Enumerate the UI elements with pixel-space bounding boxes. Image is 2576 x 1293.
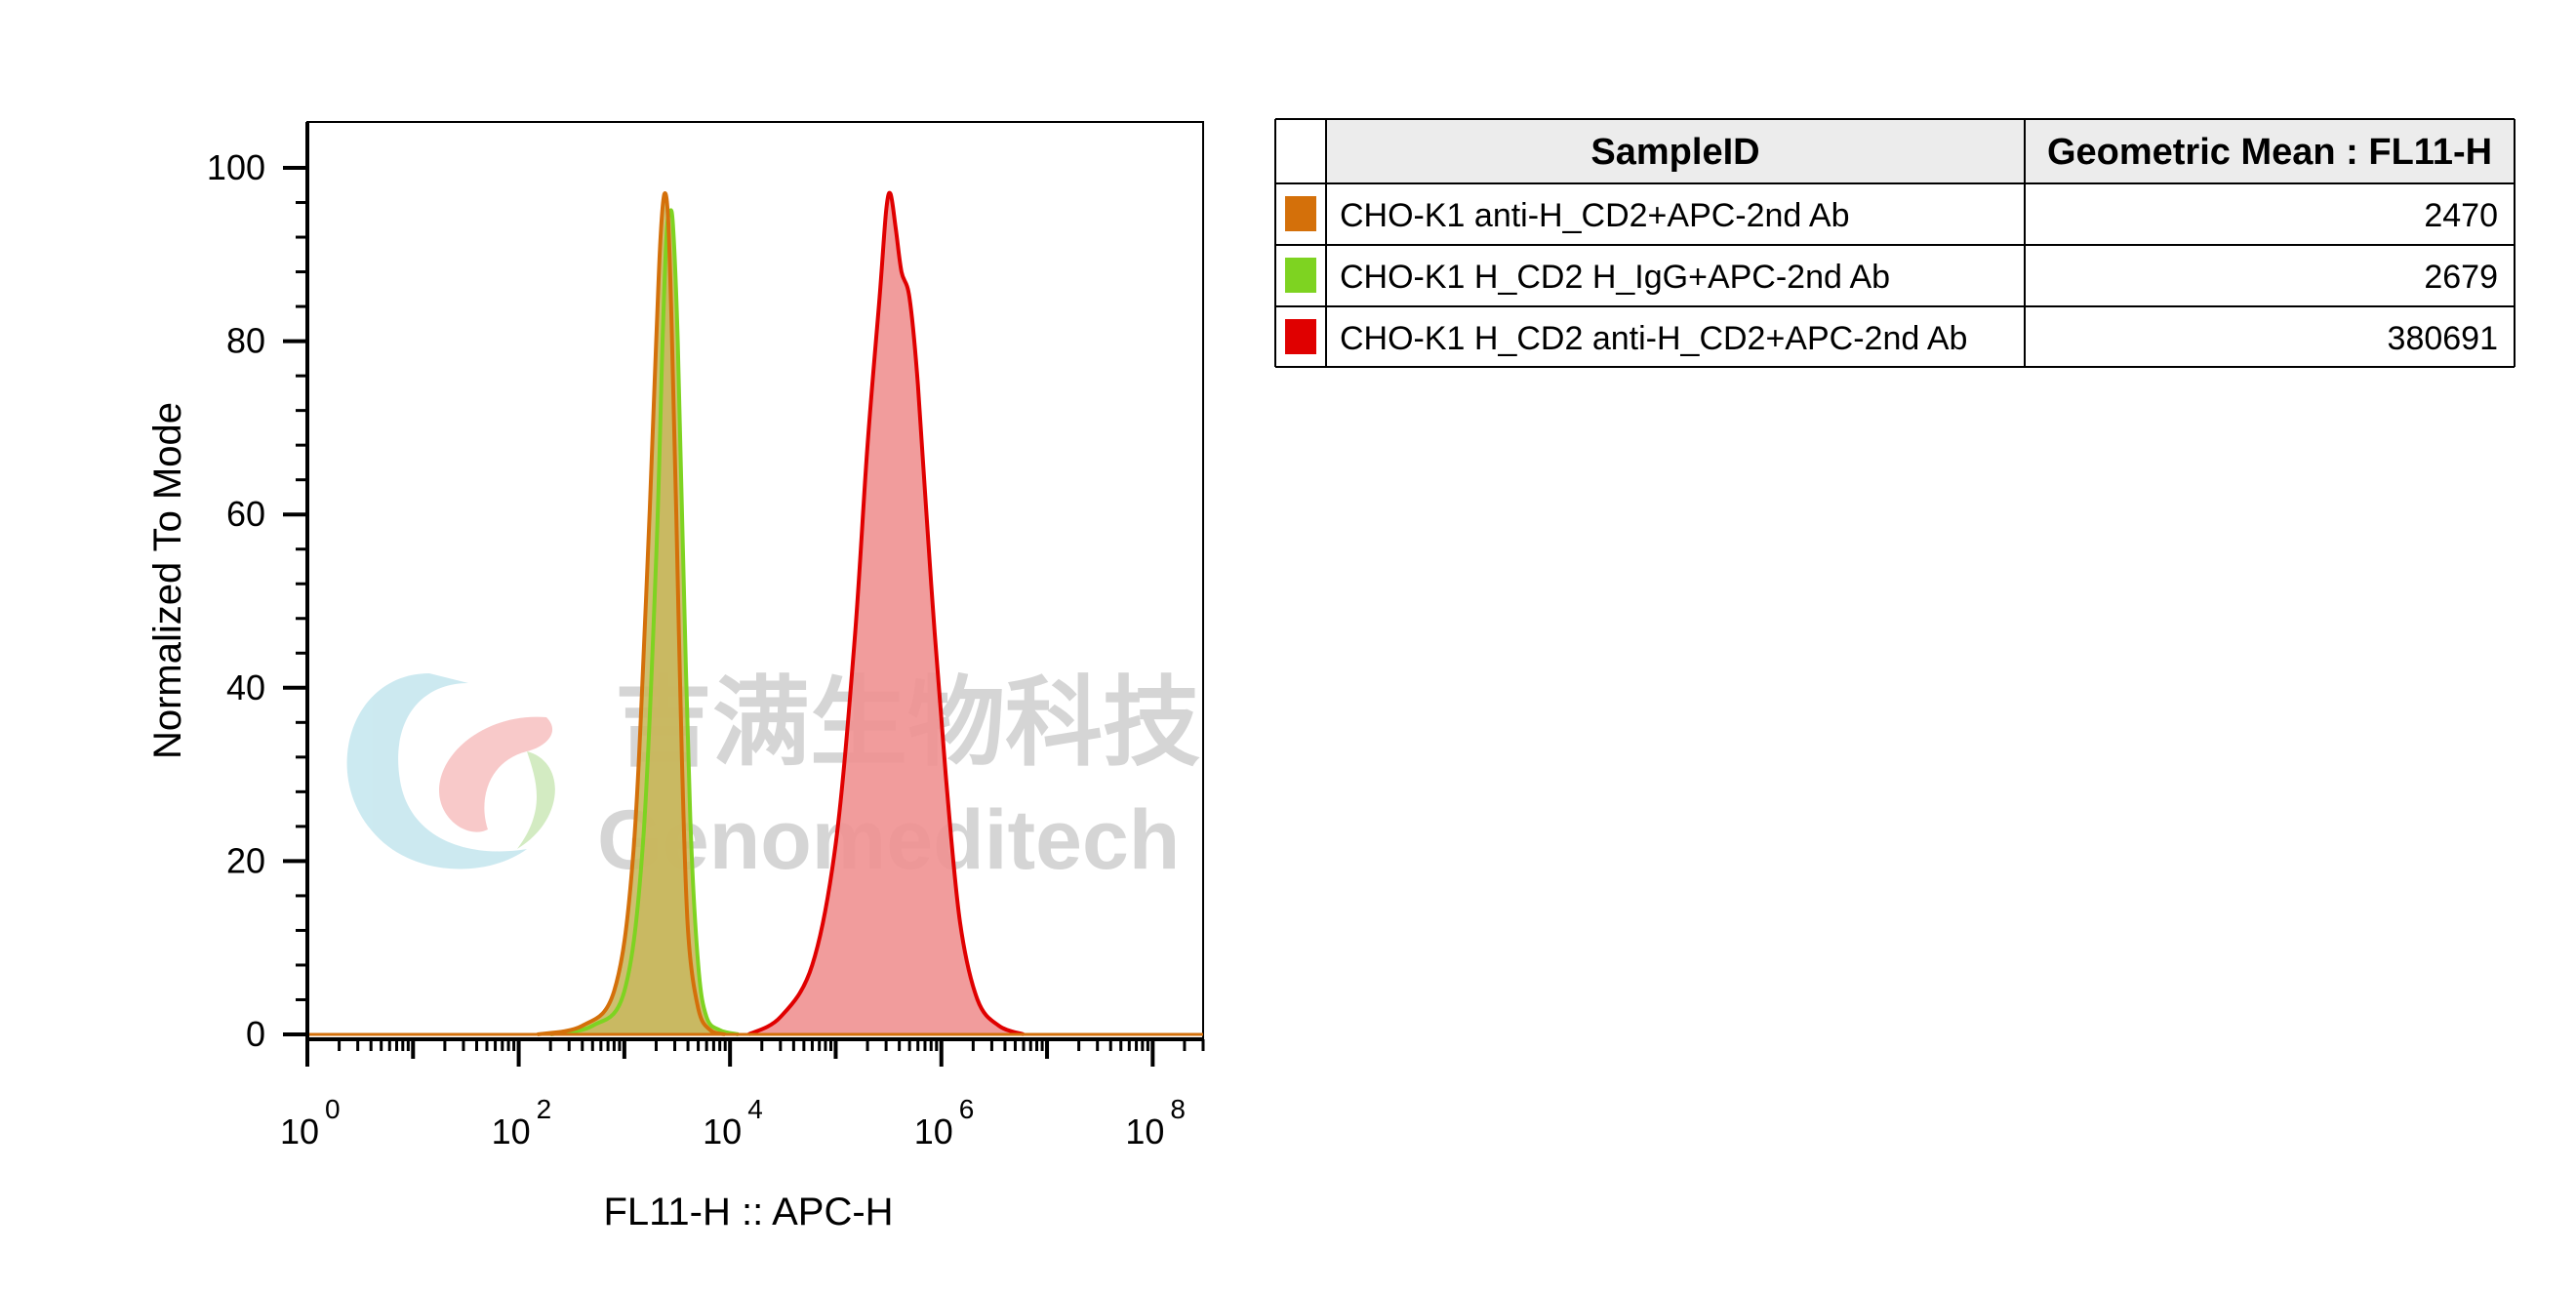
legend-header-bg	[1326, 119, 2515, 183]
legend-value-3: 380691	[2388, 320, 2498, 357]
legend-swatch-1	[1285, 196, 1316, 231]
x-tick-label: 100	[280, 1094, 341, 1152]
watermark-logo	[346, 673, 555, 869]
x-axis-title: FL11-H :: APC-H	[603, 1191, 893, 1233]
series-line-3	[747, 190, 1025, 1036]
series-area-2	[537, 192, 726, 1034]
series-line-1	[549, 208, 740, 1036]
legend-swatch-2	[1285, 258, 1316, 293]
legend-value-1: 2470	[2424, 197, 2498, 234]
legend-value-2: 2679	[2424, 259, 2498, 296]
y-tick-label: 100	[207, 147, 265, 187]
y-tick-label: 20	[226, 840, 265, 880]
y-tick-label: 0	[246, 1014, 265, 1054]
y-axis: 0 20 40 60 80 100	[207, 122, 309, 1054]
watermark: 吉满生物科技 Genomeditech	[346, 666, 1200, 887]
x-axis: 100 102 104 106 108	[280, 1037, 1205, 1152]
legend-sample-3: CHO-K1 H_CD2 anti-H_CD2+APC-2nd Ab	[1340, 320, 1967, 357]
legend-header-geomean: Geometric Mean : FL11-H	[2047, 132, 2492, 173]
x-tick-label: 102	[492, 1094, 552, 1152]
y-tick-label: 40	[226, 667, 265, 707]
y-tick-label: 60	[226, 494, 265, 534]
series-lines	[537, 190, 1025, 1036]
plot-frame	[306, 121, 1204, 1040]
series-area-3	[748, 192, 1024, 1034]
series-line-2	[537, 191, 726, 1036]
y-axis-title: Normalized To Mode	[146, 402, 189, 759]
x-tick-label: 106	[914, 1094, 975, 1152]
legend-sample-1: CHO-K1 anti-H_CD2+APC-2nd Ab	[1340, 197, 1850, 234]
legend-table: SampleID Geometric Mean : FL11-H CHO-K1 an…	[1274, 118, 2516, 368]
legend-swatch-3	[1285, 319, 1316, 354]
x-tick-label: 108	[1125, 1094, 1186, 1152]
legend-header-sampleid: SampleID	[1590, 132, 1759, 173]
legend-sample-2: CHO-K1 H_CD2 H_IgG+APC-2nd Ab	[1340, 259, 1890, 296]
y-tick-label: 80	[226, 321, 265, 361]
x-tick-label: 104	[703, 1094, 763, 1152]
series-fills	[537, 192, 1024, 1034]
